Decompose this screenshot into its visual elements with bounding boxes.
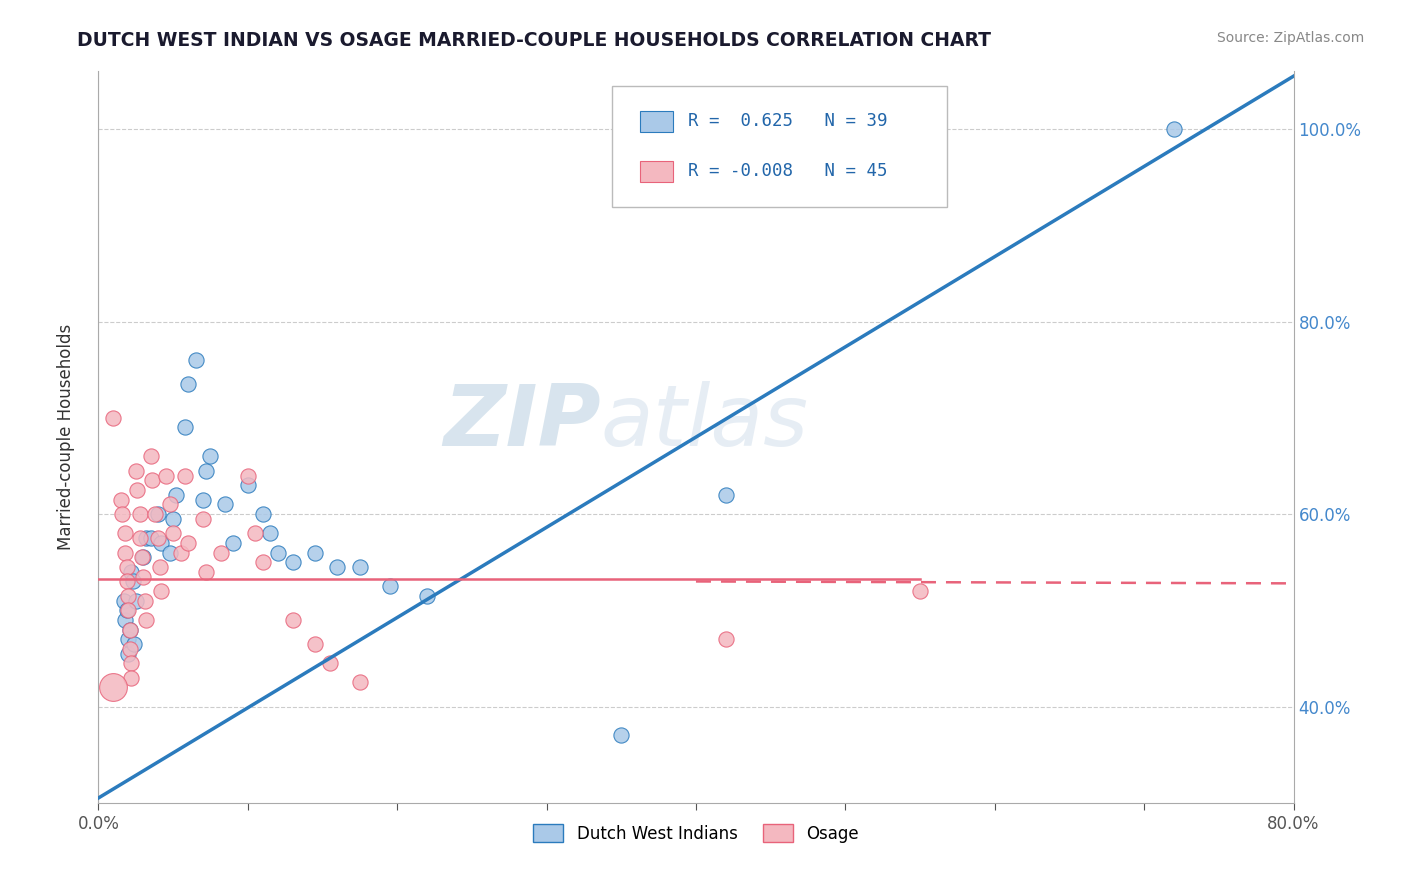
Point [117,632,139,647]
Point [127,483,149,497]
Point [165,488,187,502]
Point [222,536,245,550]
Point [236,468,259,483]
Point [125,464,148,478]
Point [195,464,218,478]
Text: DUTCH WEST INDIAN VS OSAGE MARRIED-COUPLE HOUSEHOLDS CORRELATION CHART: DUTCH WEST INDIAN VS OSAGE MARRIED-COUPL… [77,31,991,50]
Point [131,550,153,565]
Point [117,647,139,661]
Point [159,498,181,512]
Point [111,507,134,521]
Point [304,637,326,651]
Point [319,657,342,671]
Text: R = -0.008   N = 45: R = -0.008 N = 45 [688,162,887,180]
Point [148,531,170,545]
Point [120,671,142,685]
Point [135,531,157,545]
Point [236,478,259,492]
FancyBboxPatch shape [613,86,948,207]
Text: Source: ZipAtlas.com: Source: ZipAtlas.com [1216,31,1364,45]
Point [169,545,191,559]
Point [115,560,138,574]
Point [114,545,136,559]
Point [195,565,218,579]
Point [110,492,132,507]
Point [155,468,177,483]
Point [349,675,371,690]
Point [281,613,304,627]
Point [259,526,281,541]
Point [114,526,136,541]
Point [281,555,304,569]
Point [118,641,141,656]
Point [150,584,173,599]
Point [214,498,236,512]
Point [125,593,148,607]
Point [1163,122,1185,136]
Point [177,377,200,392]
Point [118,623,141,637]
Point [124,637,146,651]
Point [135,613,157,627]
Point [267,545,290,559]
Point [191,512,214,526]
Point [174,468,197,483]
Point [129,507,152,521]
Point [139,450,162,464]
Point [209,545,232,559]
Point [134,593,156,607]
Point [416,589,439,603]
Point [141,474,163,488]
Point [132,569,155,583]
Point [139,531,162,545]
Point [112,593,135,607]
Point [174,420,197,434]
Point [103,410,125,425]
Point [177,536,200,550]
Point [150,536,173,550]
Point [908,584,931,599]
Point [326,560,349,574]
Point [117,589,139,603]
Point [714,488,737,502]
Point [115,574,138,589]
Text: R =  0.625   N = 39: R = 0.625 N = 39 [688,112,887,130]
Legend: Dutch West Indians, Osage: Dutch West Indians, Osage [527,818,865,849]
Point [191,492,214,507]
Point [120,657,142,671]
Point [245,526,267,541]
Point [114,613,136,627]
Text: atlas: atlas [600,381,808,464]
Point [714,632,737,647]
Point [184,353,207,368]
Point [200,450,222,464]
FancyBboxPatch shape [640,112,673,132]
Point [304,545,326,559]
Point [143,507,166,521]
FancyBboxPatch shape [640,161,673,181]
Point [118,623,141,637]
Point [115,603,138,617]
Point [349,560,371,574]
Point [162,512,184,526]
Point [252,555,274,569]
Y-axis label: Married-couple Households: Married-couple Households [56,324,75,550]
Point [610,728,633,742]
Point [132,550,155,565]
Point [117,603,139,617]
Point [120,565,142,579]
Point [159,545,181,559]
Point [129,531,152,545]
Point [103,681,125,695]
Point [149,560,172,574]
Point [148,507,170,521]
Point [162,526,184,541]
Point [378,579,401,593]
Point [252,507,274,521]
Point [121,574,143,589]
Text: ZIP: ZIP [443,381,600,464]
